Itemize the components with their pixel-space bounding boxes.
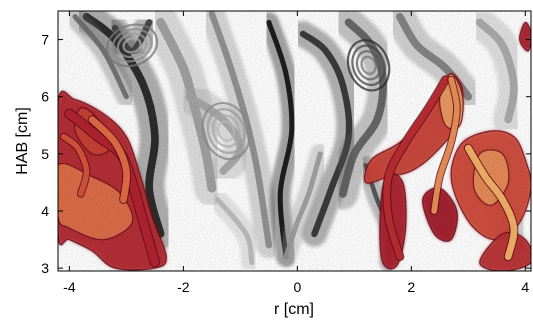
x-tick-label: 4 [521, 279, 529, 295]
y-tick-label: 4 [41, 203, 49, 219]
y-tick-label: 6 [41, 89, 49, 105]
y-tick-label: 3 [41, 260, 49, 276]
y-axis-label: HAB [cm] [14, 107, 31, 175]
image-layer [58, 11, 531, 271]
y-tick-label: 7 [41, 32, 49, 48]
y-axis: 3 4 5 6 7 [41, 32, 531, 276]
x-tick-label: -2 [177, 279, 190, 295]
x-axis: -4 -2 0 2 4 [63, 11, 529, 295]
x-tick-label: 2 [407, 279, 415, 295]
y-tick-label: 5 [41, 146, 49, 162]
x-axis-label: r [cm] [274, 301, 314, 318]
x-tick-label: 0 [293, 279, 301, 295]
plot-frame [57, 10, 532, 272]
plot-area [57, 10, 532, 272]
image-grain [58, 11, 531, 271]
x-tick-label: -4 [63, 279, 76, 295]
